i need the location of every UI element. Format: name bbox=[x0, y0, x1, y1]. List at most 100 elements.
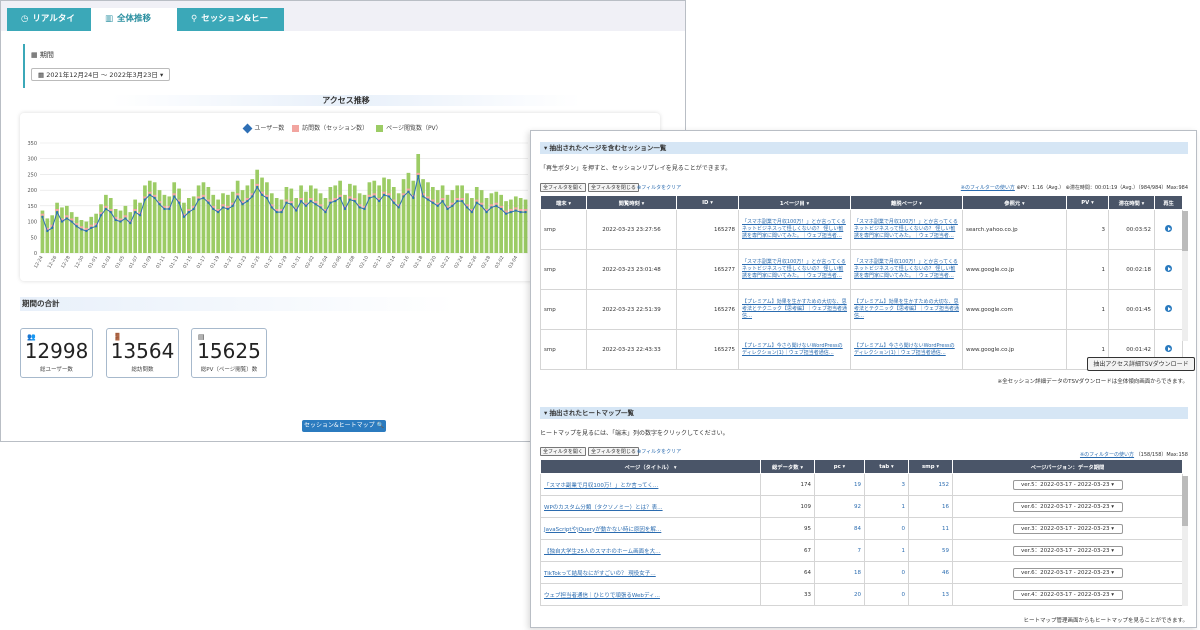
clear-filter-link[interactable]: ⊗フィルタをクリア bbox=[637, 185, 682, 191]
chart-legend: ユーザー数 訪問数（セッション数） ページ閲覧数（PV） bbox=[20, 123, 660, 134]
tsv-download-button[interactable]: 抽出アクセス詳細TSVダウンロード bbox=[1087, 357, 1195, 371]
users-point bbox=[270, 206, 273, 209]
tab-count-link[interactable]: 1 bbox=[901, 503, 906, 510]
play-icon[interactable] bbox=[1165, 225, 1172, 232]
sessions-col-header[interactable]: ID ▾ bbox=[676, 195, 739, 210]
users-point bbox=[490, 206, 493, 209]
users-point bbox=[134, 211, 137, 214]
tab-count-link[interactable]: 0 bbox=[901, 591, 906, 598]
users-point bbox=[324, 211, 327, 214]
total-users-value: 12998 bbox=[24, 339, 89, 363]
exit-page-link[interactable]: 「スマホ副業で月収100万！」とか言ってくるネットビジネスって怪しくないの？ 怪… bbox=[854, 259, 958, 279]
pc-count-link[interactable]: 18 bbox=[854, 569, 861, 576]
pv-bar bbox=[128, 212, 133, 253]
first-page-link[interactable]: 【プレミアム】今さら聞けないWordPressのディレクション(1)｜ウェブ担当… bbox=[742, 342, 843, 356]
pc-count-link[interactable]: 84 bbox=[854, 525, 861, 532]
sessions-col-header[interactable]: 閲覧時刻 ▾ bbox=[586, 195, 677, 210]
pv-bar bbox=[518, 198, 523, 253]
version-select[interactable]: ver.6：2022-03-17 - 2022-03-23 ▾ bbox=[1012, 567, 1123, 578]
tab-count-link[interactable]: 3 bbox=[901, 481, 906, 488]
heatmaps-scrollbar[interactable] bbox=[1182, 476, 1188, 606]
hm-open-all-filters-button[interactable]: 全フィルタを開く bbox=[540, 447, 586, 456]
id-cell: 165278 bbox=[714, 226, 735, 233]
tab-session-heatmap[interactable]: ⚲ セッション&ヒートマップ bbox=[177, 8, 284, 47]
page-title-link[interactable]: TikTokって結局なにがすごいの？ 現役女子… bbox=[544, 570, 656, 577]
sessions-col-header[interactable]: 滞在時間 ▾ bbox=[1108, 195, 1155, 210]
heatmaps-col-header[interactable]: tab ▾ bbox=[864, 459, 909, 474]
smp-count-link[interactable]: 59 bbox=[942, 547, 949, 554]
tab-realtime[interactable]: ◷ リアルタイム bbox=[7, 8, 91, 47]
smp-count-link[interactable]: 46 bbox=[942, 569, 949, 576]
visits-bar bbox=[387, 193, 391, 196]
heatmaps-header[interactable]: ▾ 抽出されたヒートマップ一覧 bbox=[540, 407, 1188, 419]
hm-clear-filter-link[interactable]: ⊗フィルタをクリア bbox=[637, 449, 682, 455]
exit-page-link[interactable]: 【プレミアム】今さら聞けないWordPressのディレクション(1)｜ウェブ担当… bbox=[854, 342, 955, 356]
page-title-link[interactable]: ウェブ担当者通信｜ひとりで頑張るWebディ… bbox=[544, 592, 660, 599]
users-point bbox=[412, 196, 415, 200]
smp-count-link[interactable]: 13 bbox=[942, 591, 949, 598]
page-title-link[interactable]: 【独自大学生25人のスマホのホーム画面を大… bbox=[544, 548, 661, 555]
pc-count-link[interactable]: 92 bbox=[854, 503, 861, 510]
visits-bar bbox=[45, 227, 50, 230]
sessions-col-header[interactable]: 1ページ目 ▾ bbox=[738, 195, 851, 210]
page-title-link[interactable]: WPのカスタム分類（タクソノミー）とは？表… bbox=[544, 504, 663, 511]
play-icon[interactable] bbox=[1165, 345, 1172, 352]
smp-count-link[interactable]: 152 bbox=[938, 481, 950, 488]
device-cell: smp bbox=[544, 226, 556, 233]
exit-page-link[interactable]: 「スマホ副業で月収100万！」とか言ってくるネットビジネスって怪しくないの？ 怪… bbox=[854, 219, 958, 239]
tab-count-link[interactable]: 1 bbox=[901, 547, 906, 554]
heatmaps-col-header[interactable]: smp ▾ bbox=[908, 459, 953, 474]
version-select[interactable]: ver.3：2022-03-17 - 2022-03-23 ▾ bbox=[1012, 523, 1123, 534]
smp-count-link[interactable]: 11 bbox=[942, 525, 949, 532]
exit-page-link[interactable]: 【プレミアム】効果を生かすための大切な、思考法とテクニック【思考編】｜ウェブ担当… bbox=[854, 299, 960, 319]
version-select[interactable]: ver.6：2022-03-17 - 2022-03-23 ▾ bbox=[1012, 501, 1123, 512]
hm-close-all-filters-button[interactable]: 全フィルタを閉じる bbox=[588, 447, 639, 456]
pc-count-link[interactable]: 7 bbox=[857, 547, 862, 554]
open-all-filters-button[interactable]: 全フィルタを開く bbox=[540, 183, 586, 192]
sessions-header[interactable]: ▾ 抽出されたページを含むセッション一覧 bbox=[540, 142, 1188, 154]
users-point bbox=[231, 204, 234, 207]
play-icon[interactable] bbox=[1165, 265, 1172, 272]
session-heatmap-button[interactable]: セッション&ヒートマップ 🔍 bbox=[302, 420, 386, 432]
play-icon[interactable] bbox=[1165, 305, 1172, 312]
first-page-link[interactable]: 「スマホ副業で月収100万！」とか言ってくるネットビジネスって怪しくないの？ 怪… bbox=[742, 219, 846, 239]
sessions-col-header[interactable]: 端末 ▾ bbox=[540, 195, 587, 210]
sessions-col-header[interactable]: 離脱ページ ▾ bbox=[850, 195, 963, 210]
sessions-col-header[interactable]: 参照元 ▾ bbox=[962, 195, 1067, 210]
tab-count-link[interactable]: 0 bbox=[901, 569, 906, 576]
pc-count-link[interactable]: 19 bbox=[854, 481, 861, 488]
close-all-filters-button[interactable]: 全フィルタを閉じる bbox=[588, 183, 639, 192]
first-page-link[interactable]: 【プレミアム】効果を生かすための大切な、思考法とテクニック【思考編】｜ウェブ担当… bbox=[742, 299, 848, 319]
period-dropdown[interactable]: ▦ 2021年12月24日 〜 2022年3月23日 ▾ bbox=[31, 68, 171, 81]
sessions-col-header[interactable]: PV ▾ bbox=[1066, 195, 1109, 210]
stay-cell: 00:01:45 bbox=[1126, 306, 1151, 313]
users-point bbox=[397, 206, 400, 209]
visits-bar bbox=[94, 223, 98, 226]
total-visits-value: 13564 bbox=[110, 339, 175, 363]
hm-filter-help-link[interactable]: ※のフィルターの使い方 bbox=[1079, 452, 1135, 458]
tab-count-link[interactable]: 0 bbox=[901, 525, 906, 532]
version-select[interactable]: ver.5：2022-03-17 - 2022-03-23 ▾ bbox=[1012, 479, 1123, 490]
sessions-col-header[interactable]: 再生 bbox=[1154, 195, 1183, 210]
users-point bbox=[197, 198, 200, 201]
heatmaps-col-header[interactable]: ページバージョン：データ期間 bbox=[952, 459, 1183, 474]
sessions-scrollbar[interactable] bbox=[1182, 211, 1188, 341]
heatmaps-col-header[interactable]: ページ（タイトル） ▾ bbox=[540, 459, 761, 474]
pv-bar bbox=[94, 213, 98, 253]
page-title-link[interactable]: 「スマホ副業で月収100万！」とか言ってく… bbox=[544, 482, 659, 489]
smp-count-link[interactable]: 16 bbox=[942, 503, 949, 510]
heatmaps-col-header[interactable]: pc ▾ bbox=[814, 459, 865, 474]
pv-bar bbox=[60, 207, 64, 253]
page-title-link[interactable]: JavaScriptやjQueryが動かない時に原因を解… bbox=[544, 526, 662, 533]
pv-bar bbox=[372, 180, 377, 253]
version-select[interactable]: ver.4：2022-03-17 - 2022-03-23 ▾ bbox=[1012, 589, 1123, 600]
version-select[interactable]: ver.5：2022-03-17 - 2022-03-23 ▾ bbox=[1012, 545, 1123, 556]
heatmaps-col-header[interactable]: 総データ数 ▾ bbox=[760, 459, 815, 474]
pc-count-link[interactable]: 20 bbox=[854, 591, 861, 598]
first-page-link[interactable]: 「スマホ副業で月収100万！」とか言ってくるネットビジネスって怪しくないの？ 怪… bbox=[742, 259, 846, 279]
total-cell: 109 bbox=[800, 503, 812, 510]
visits-bar bbox=[440, 198, 445, 200]
tab-overall[interactable]: ▥ 全体推移 bbox=[91, 8, 177, 31]
filter-help-link[interactable]: ※のフィルターの使い方 bbox=[960, 185, 1015, 191]
id-cell: 165277 bbox=[714, 266, 735, 273]
